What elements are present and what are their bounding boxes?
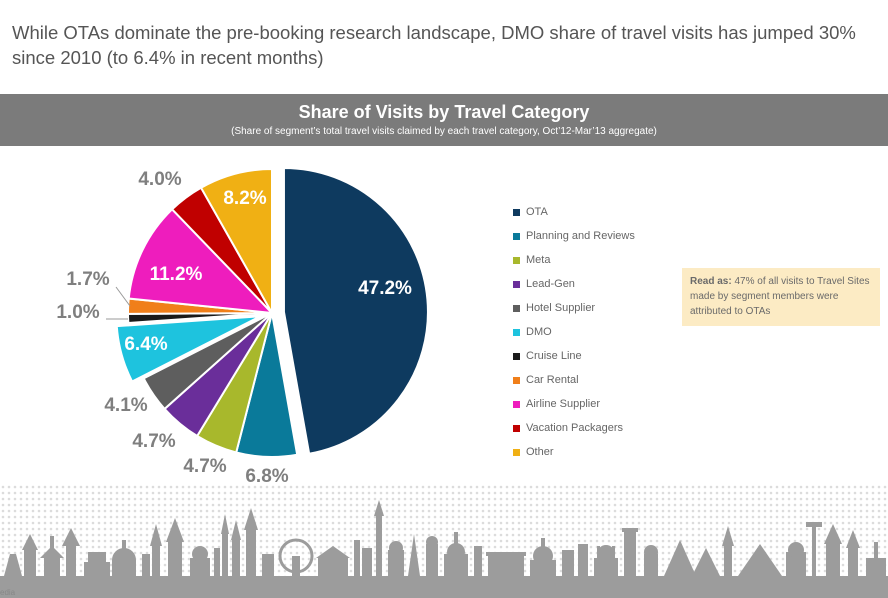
- leader-line-car-rental: [115, 286, 131, 307]
- legend-swatch: [513, 376, 520, 384]
- pie-label-other: 8.2%: [223, 188, 266, 209]
- legend-label: Meta: [526, 254, 551, 266]
- legend-item-dmo: DMO: [513, 320, 635, 344]
- read-as-note: Read as: 47% of all visits to Travel Sit…: [682, 268, 880, 326]
- legend-label: Vacation Packagers: [526, 422, 624, 434]
- legend-item-other: Other: [513, 440, 635, 464]
- legend-swatch: [513, 280, 520, 288]
- legend-swatch: [513, 232, 520, 240]
- legend-label: Car Rental: [526, 374, 579, 386]
- pie-slices: [115, 166, 429, 458]
- chart-subtitle: (Share of segment’s total travel visits …: [231, 126, 657, 137]
- legend-swatch: [513, 352, 520, 360]
- pie-slice-dmo: [115, 315, 261, 383]
- legend-item-vacation-packagers: Vacation Packagers: [513, 416, 635, 440]
- legend-item-lead-gen: Lead-Gen: [513, 272, 635, 296]
- pie-slice-airline-supplier: [127, 207, 275, 315]
- legend-item-ota: OTA: [513, 200, 635, 224]
- pie-label-meta: 4.7%: [183, 456, 226, 477]
- legend-swatch: [513, 328, 520, 336]
- legend-label: Other: [526, 446, 554, 458]
- pie-label-planning-and-reviews: 6.8%: [245, 466, 288, 487]
- legend-item-hotel-supplier: Hotel Supplier: [513, 296, 635, 320]
- legend-swatch: [513, 256, 520, 264]
- legend-label: Hotel Supplier: [526, 302, 596, 314]
- legend-label: DMO: [526, 326, 552, 338]
- legend-item-meta: Meta: [513, 248, 635, 272]
- legend-item-planning-and-reviews: Planning and Reviews: [513, 224, 635, 248]
- pie-data-labels: 47.2% 6.8% 4.7% 4.7% 4.1% 6.4% 1.0% 1.7% 11.2% 4.…: [56, 169, 412, 487]
- pie-slice-other: [199, 167, 273, 317]
- legend-label: Lead-Gen: [526, 278, 575, 290]
- pie-label-dmo: 6.4%: [124, 334, 167, 355]
- corner-source-text: edia: [0, 588, 16, 597]
- city-skyline-illustration: [0, 484, 888, 598]
- pie-slice-hotel-supplier: [142, 312, 273, 411]
- legend-item-car-rental: Car Rental: [513, 368, 635, 392]
- pie-chart: 47.2% 6.8% 4.7% 4.7% 4.1% 6.4% 1.0% 1.7% 11.2% 4.…: [56, 166, 429, 487]
- headline: While OTAs dominate the pre-booking rese…: [12, 22, 856, 68]
- legend-swatch: [513, 304, 520, 312]
- pie-leader-lines: [106, 286, 131, 320]
- read-as-label: Read as:: [690, 276, 732, 287]
- pie-slice-ota: [282, 166, 429, 455]
- pie-label-airline-supplier: 11.2%: [150, 264, 203, 285]
- chart-title: Share of Visits by Travel Category: [298, 102, 590, 122]
- legend-swatch: [513, 448, 520, 456]
- pie-label-car-rental: 1.7%: [66, 269, 109, 290]
- chart-legend: OTA Planning and Reviews Meta Lead-Gen H…: [513, 200, 635, 464]
- read-as-text: 47% of all visits to Travel Sites made b…: [690, 276, 870, 317]
- legend-label: Cruise Line: [526, 350, 582, 362]
- pie-label-hotel-supplier: 4.1%: [104, 395, 147, 416]
- pie-label-ota: 47.2%: [358, 278, 412, 299]
- legend-item-cruise-line: Cruise Line: [513, 344, 635, 368]
- legend-label: Planning and Reviews: [526, 230, 635, 242]
- legend-item-airline-supplier: Airline Supplier: [513, 392, 635, 416]
- pie-label-lead-gen: 4.7%: [132, 431, 175, 452]
- legend-label: Airline Supplier: [526, 398, 600, 410]
- pie-label-cruise-line: 1.0%: [56, 302, 99, 323]
- legend-swatch: [513, 208, 520, 216]
- chart-banner: Share of Visits by Travel Category (Shar…: [0, 94, 888, 146]
- legend-swatch: [513, 424, 520, 432]
- legend-swatch: [513, 400, 520, 408]
- pie-label-vacation-packagers: 4.0%: [138, 169, 181, 190]
- legend-label: OTA: [526, 206, 548, 218]
